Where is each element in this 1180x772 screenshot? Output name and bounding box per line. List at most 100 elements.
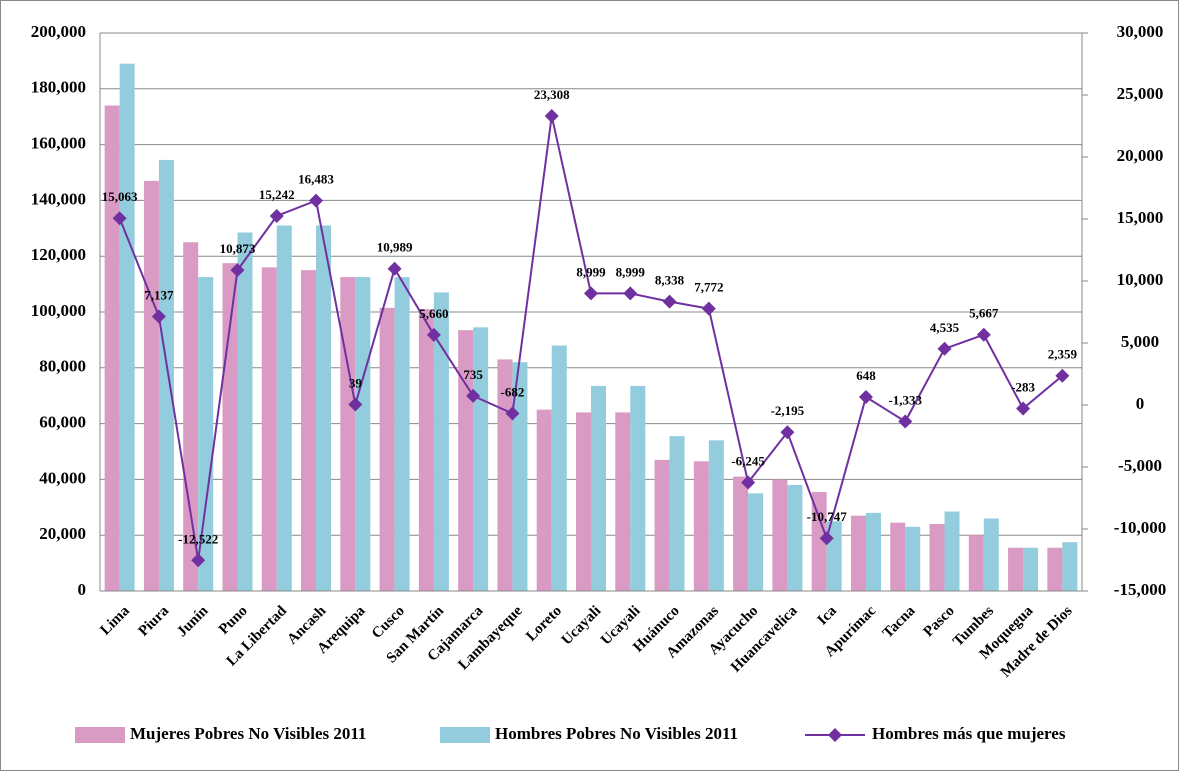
bar — [183, 242, 199, 591]
y-tick-label: 40,000 — [39, 468, 86, 487]
marker — [112, 211, 127, 226]
data-label: -283 — [1011, 379, 1035, 394]
y2-tick-label: -5,000 — [1118, 456, 1162, 475]
data-label: 8,999 — [616, 264, 646, 279]
marker — [662, 294, 677, 309]
bar — [1047, 547, 1063, 591]
bar — [630, 385, 646, 591]
legend-label: Hombres más que mujeres — [872, 724, 1066, 743]
data-label: 15,063 — [102, 189, 138, 204]
marker — [230, 263, 245, 278]
data-label: -12,522 — [178, 531, 218, 546]
data-label: 2,359 — [1048, 347, 1078, 362]
bar — [104, 105, 120, 591]
bar — [198, 277, 214, 591]
legend-label: Hombres Pobres No Visibles 2011 — [495, 724, 738, 743]
y2-tick-label: 15,000 — [1117, 208, 1164, 227]
data-label: 8,338 — [655, 273, 685, 288]
bar — [968, 535, 984, 591]
legend-label: Mujeres Pobres No Visibles 2011 — [130, 724, 366, 743]
data-label: 23,308 — [534, 87, 570, 102]
legend-marker — [828, 728, 842, 742]
marker — [426, 327, 441, 342]
y-tick-label: 200,000 — [31, 22, 86, 41]
marker — [937, 341, 952, 356]
bar — [316, 225, 332, 591]
marker — [741, 475, 756, 490]
bar — [301, 270, 317, 591]
bar — [811, 491, 827, 591]
bar — [944, 511, 960, 591]
legend-swatch — [440, 727, 490, 743]
data-label: -6,245 — [731, 453, 765, 468]
data-label: 7,137 — [144, 287, 174, 302]
data-label: 7,772 — [694, 280, 723, 295]
bar — [261, 267, 277, 591]
data-label: -1,333 — [888, 393, 922, 408]
bar — [890, 522, 906, 591]
marker — [976, 327, 991, 342]
y2-tick-label: 0 — [1136, 394, 1145, 413]
bar — [497, 359, 513, 591]
marker — [819, 531, 834, 546]
marker — [1016, 401, 1031, 416]
y-tick-label: 20,000 — [39, 524, 86, 543]
y-tick-label: 100,000 — [31, 301, 86, 320]
bar — [708, 440, 724, 591]
bar — [143, 180, 159, 591]
marker — [701, 301, 716, 316]
data-label: -2,195 — [771, 403, 805, 418]
bar — [983, 518, 999, 591]
marker — [544, 108, 559, 123]
bar — [576, 412, 591, 591]
bar — [850, 515, 866, 591]
y2-tick-label: -10,000 — [1114, 518, 1166, 537]
bar — [433, 292, 449, 591]
data-label: 39 — [349, 376, 363, 391]
bar — [865, 512, 881, 591]
bar — [119, 63, 135, 591]
y2-tick-label: 10,000 — [1117, 270, 1164, 289]
bar — [591, 385, 606, 591]
data-label: 4,535 — [930, 320, 960, 335]
bar — [929, 524, 945, 591]
marker — [466, 388, 481, 403]
bar — [551, 345, 567, 591]
bar — [615, 412, 631, 591]
marker — [623, 286, 638, 301]
bar — [733, 476, 749, 591]
y-tick-label: 120,000 — [31, 245, 86, 264]
bar — [158, 159, 174, 591]
data-label: 5,660 — [419, 306, 448, 321]
bar — [418, 309, 434, 591]
bar — [379, 307, 395, 591]
bar — [1062, 542, 1078, 591]
y-tick-label: 0 — [78, 580, 87, 599]
bar — [237, 232, 253, 592]
marker — [309, 193, 324, 208]
bar — [340, 277, 356, 591]
legend-swatch — [75, 727, 125, 743]
bar — [355, 277, 371, 591]
data-label: -10,747 — [807, 509, 848, 524]
marker — [1055, 368, 1070, 383]
bar — [222, 263, 238, 591]
data-label: -682 — [501, 384, 525, 399]
bar — [787, 484, 803, 591]
y2-tick-label: 25,000 — [1117, 84, 1164, 103]
bar — [276, 225, 292, 591]
y-tick-label: 60,000 — [39, 413, 86, 432]
marker — [348, 397, 363, 412]
bar — [772, 479, 788, 591]
bar — [748, 493, 764, 591]
y-tick-label: 180,000 — [31, 78, 86, 97]
marker — [898, 414, 913, 429]
y-tick-label: 160,000 — [31, 134, 86, 153]
data-label: 10,873 — [220, 241, 256, 256]
marker — [858, 389, 873, 404]
data-label: 16,483 — [298, 172, 334, 187]
bar — [669, 436, 685, 591]
y-tick-label: 80,000 — [39, 357, 86, 376]
